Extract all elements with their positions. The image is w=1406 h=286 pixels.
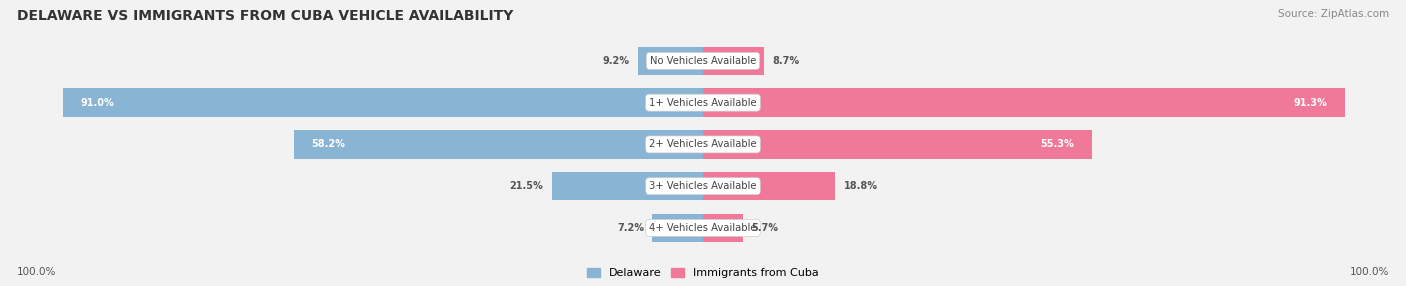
- Text: 4+ Vehicles Available: 4+ Vehicles Available: [650, 223, 756, 233]
- Text: 5.7%: 5.7%: [752, 223, 779, 233]
- Text: 55.3%: 55.3%: [1040, 140, 1074, 149]
- Text: 8.7%: 8.7%: [773, 56, 800, 66]
- Text: 1+ Vehicles Available: 1+ Vehicles Available: [650, 98, 756, 108]
- Bar: [294, 130, 703, 159]
- Bar: [551, 172, 703, 200]
- Text: 9.2%: 9.2%: [603, 56, 630, 66]
- Text: 21.5%: 21.5%: [509, 181, 543, 191]
- Bar: [703, 130, 1092, 159]
- Text: No Vehicles Available: No Vehicles Available: [650, 56, 756, 66]
- Bar: [703, 172, 835, 200]
- Bar: [703, 214, 744, 242]
- Text: 100.0%: 100.0%: [17, 267, 56, 277]
- Text: 7.2%: 7.2%: [617, 223, 644, 233]
- Text: 91.3%: 91.3%: [1294, 98, 1327, 108]
- Text: 3+ Vehicles Available: 3+ Vehicles Available: [650, 181, 756, 191]
- Text: Source: ZipAtlas.com: Source: ZipAtlas.com: [1278, 9, 1389, 19]
- Text: 91.0%: 91.0%: [82, 98, 115, 108]
- Bar: [63, 88, 703, 117]
- Bar: [652, 214, 703, 242]
- Text: 58.2%: 58.2%: [312, 140, 346, 149]
- Text: 100.0%: 100.0%: [1350, 267, 1389, 277]
- Text: 2+ Vehicles Available: 2+ Vehicles Available: [650, 140, 756, 149]
- Text: 18.8%: 18.8%: [844, 181, 877, 191]
- Legend: Delaware, Immigrants from Cuba: Delaware, Immigrants from Cuba: [585, 266, 821, 281]
- Bar: [703, 88, 1344, 117]
- Bar: [638, 47, 703, 75]
- Bar: [703, 47, 765, 75]
- Text: DELAWARE VS IMMIGRANTS FROM CUBA VEHICLE AVAILABILITY: DELAWARE VS IMMIGRANTS FROM CUBA VEHICLE…: [17, 9, 513, 23]
